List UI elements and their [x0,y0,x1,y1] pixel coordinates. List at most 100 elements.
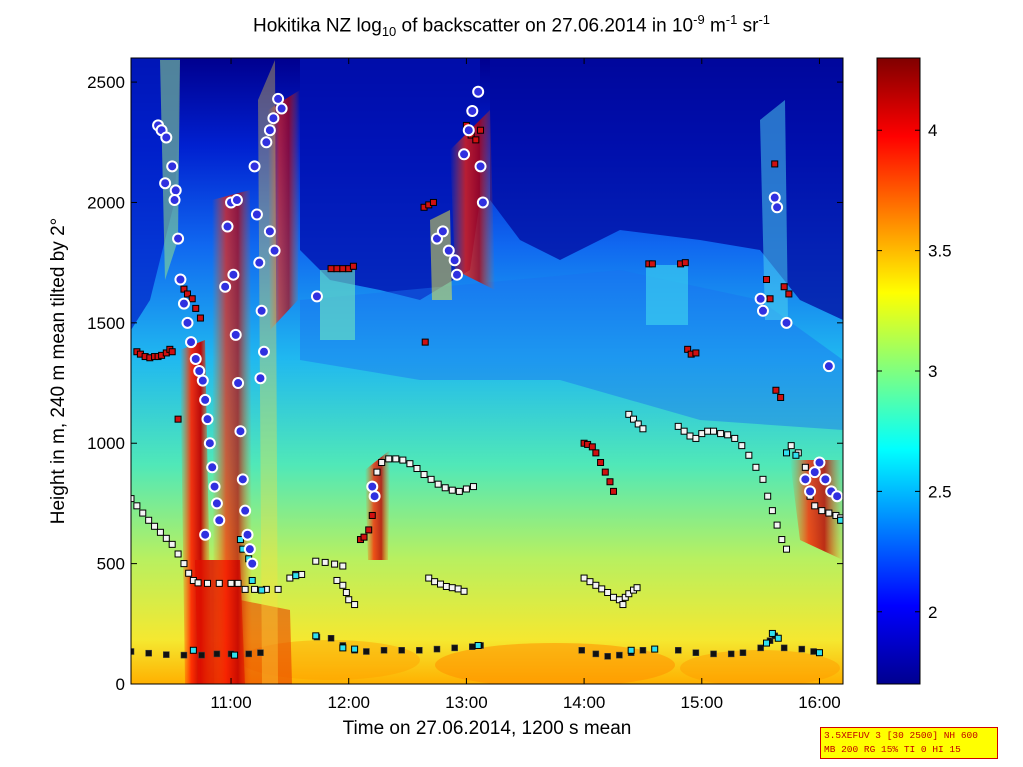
aerosol-layer-marker [580,574,588,582]
aerosol-layer-marker [180,560,188,568]
cyan-layer-marker [783,449,791,457]
cloud-base-marker [208,480,221,493]
aerosol-layer-marker [434,480,442,488]
red-layer-marker [771,160,779,168]
cloud-base-marker [236,473,249,486]
cloud-base-marker [203,437,216,450]
plot-frame [130,57,844,685]
cloud-base-marker [166,160,179,173]
red-layer-marker [360,533,368,541]
cloud-base-marker [768,191,781,204]
cloud-base-marker [368,490,381,503]
colorbar-tick-label: 3 [928,362,937,381]
cloud-base-marker [819,473,832,486]
aerosol-layer-marker [818,507,826,515]
settings-line-1: 3.5XEFUV 3 [30 2500] NH 600 [824,730,978,741]
cloud-base-marker [310,290,323,303]
surface-layer-marker [692,649,700,656]
aerosol-layer-marker [759,475,767,483]
cloud-base-marker [822,360,835,373]
aerosol-layer-marker [710,427,718,435]
surface-layer-marker [213,650,221,658]
red-layer-marker [477,126,485,134]
cloud-base-marker [219,280,232,293]
colorbar-tick-label: 2 [928,603,937,622]
aerosol-layer-marker [783,545,791,553]
aerosol-layer-marker [251,585,259,593]
cloud-base-marker [442,244,455,257]
cloud-base-marker [241,528,254,541]
aerosol-layer-marker [745,451,753,459]
surface-layer-marker [469,643,476,650]
aerosol-layer-marker [392,455,400,463]
aerosol-layer-marker [460,587,468,595]
cloud-base-marker [206,461,219,474]
colorbar-axis: 2 2.5 3 3.5 4 [877,121,952,622]
aerosol-layer-marker [698,430,706,438]
aerosol-layer-marker [162,534,170,542]
cloud-base-marker [213,514,226,527]
aerosol-layer-marker [234,579,242,587]
aerosol-layer-marker [787,442,795,450]
aerosol-layer-marker [625,590,633,598]
aerosol-layer-marker [448,584,456,592]
y-tick-label: 1500 [87,314,125,333]
red-layer-marker [421,338,429,346]
aerosol-layer-marker [469,483,477,491]
cloud-base-marker [267,112,280,125]
cloud-base-marker [199,393,212,406]
red-layer-marker [333,265,341,273]
cloud-base-marker [250,208,263,221]
aerosol-layer-marker [625,410,633,418]
aerosol-layer-marker [427,475,435,483]
cyan-block [646,265,688,325]
cyan-layer-marker [627,646,635,654]
aerosol-layer-marker [406,460,414,468]
cyan-layer-marker [837,516,843,524]
aerosol-layer-marker [448,486,456,494]
aerosol-layer-marker [621,593,629,601]
cloud-base-marker [177,297,190,310]
x-tick-label: 11:00 [210,693,251,712]
surface-layer-marker [578,647,585,654]
aerosol-layer-marker [455,487,463,495]
cyan-layer-marker [258,586,266,594]
cyan-layer-marker [651,645,659,653]
aerosol-layer-marker [437,580,445,588]
surface-layer-marker [163,651,170,658]
aerosol-layer-marker [717,430,725,438]
red-layer-marker [588,443,596,451]
red-layer-marker [606,478,614,486]
cloud-base-marker [771,201,784,214]
surface-layer-marker [451,644,458,652]
aerosol-layer-marker [680,427,688,435]
cloud-base-marker [193,365,206,377]
aerosol-layer-marker [598,585,606,593]
cloud-base-marker [201,413,214,426]
surface-layer-marker [257,649,264,656]
surface-layer-marker [416,647,423,654]
x-tick-label: 16:00 [798,693,841,712]
cyan-layer-marker [231,651,239,659]
red-layer-marker [183,290,191,298]
red-layer-marker [180,285,188,293]
surface-layer-marker [198,651,205,659]
red-layer-marker [785,290,793,298]
cloud-base-marker [189,352,202,365]
red-layer-marker [777,393,785,401]
aerosol-layer-marker [139,509,147,517]
aerosol-layer-marker [752,463,760,471]
cloud-base-marker [230,194,243,207]
red-layer-marker [365,526,373,534]
aerosol-layer-marker [420,471,428,479]
aerosol-layer-marker [604,589,612,597]
colorbar-tick-label: 4 [928,121,937,140]
cloud-base-marker [268,244,281,257]
plume [268,90,300,330]
cyan-layer-marker [815,649,823,657]
aerosol-layer-marker [634,420,642,428]
cloud-base-marker [754,292,767,305]
cyan-layer-marker [768,629,776,637]
aerosol-layer-marker [333,576,341,584]
